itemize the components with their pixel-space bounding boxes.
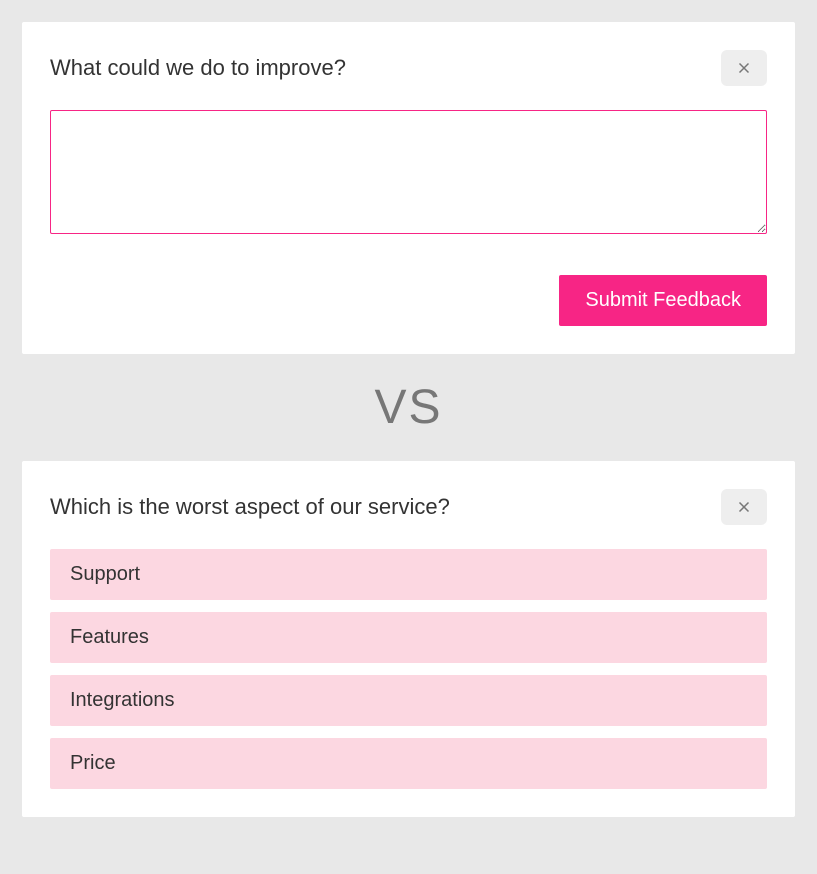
option-list: Support Features Integrations Price <box>50 549 767 789</box>
submit-row: Submit Feedback <box>50 275 767 326</box>
card-header: Which is the worst aspect of our service… <box>50 489 767 525</box>
close-icon <box>735 59 753 77</box>
card-title: Which is the worst aspect of our service… <box>50 494 450 520</box>
feedback-textarea[interactable] <box>50 110 767 234</box>
option-price[interactable]: Price <box>50 738 767 789</box>
close-button[interactable] <box>721 50 767 86</box>
close-button[interactable] <box>721 489 767 525</box>
feedback-choice-card: Which is the worst aspect of our service… <box>22 461 795 817</box>
submit-feedback-button[interactable]: Submit Feedback <box>559 275 767 326</box>
feedback-freeform-card: What could we do to improve? Submit Feed… <box>22 22 795 354</box>
card-header: What could we do to improve? <box>50 50 767 86</box>
card-title: What could we do to improve? <box>50 55 346 81</box>
option-integrations[interactable]: Integrations <box>50 675 767 726</box>
option-support[interactable]: Support <box>50 549 767 600</box>
close-icon <box>735 498 753 516</box>
option-features[interactable]: Features <box>50 612 767 663</box>
vs-separator: VS <box>22 380 795 435</box>
